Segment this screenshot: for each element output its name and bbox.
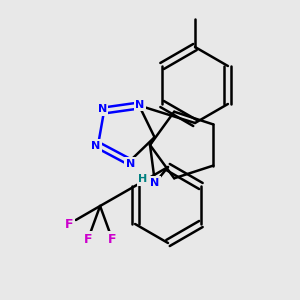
Text: N: N	[92, 141, 101, 151]
Text: N: N	[126, 159, 135, 169]
Text: N: N	[150, 178, 160, 188]
Text: F: F	[83, 233, 92, 246]
Text: N: N	[136, 100, 145, 110]
Text: N: N	[98, 104, 107, 114]
Text: F: F	[108, 233, 117, 246]
Text: H: H	[138, 174, 148, 184]
Text: F: F	[65, 218, 73, 230]
